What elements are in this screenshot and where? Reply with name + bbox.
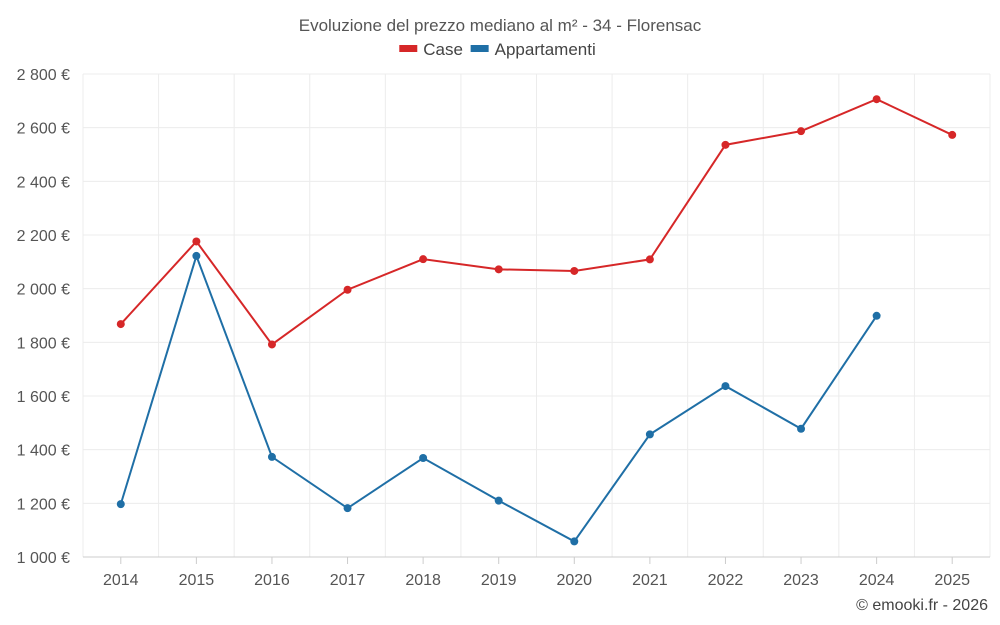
data-point[interactable]: [948, 130, 957, 139]
data-point[interactable]: [192, 237, 201, 246]
data-point[interactable]: [343, 285, 352, 294]
x-axis: 2014 2015 2016 2017 2018 2019 2020 2021 2022 2023…: [83, 556, 990, 589]
x-tick-label: 2022: [708, 572, 744, 589]
legend-item-case[interactable]: Case: [399, 40, 463, 59]
data-point[interactable]: [570, 537, 579, 546]
grid: [82, 73, 991, 558]
legend-swatch: [399, 45, 418, 52]
data-point[interactable]: [797, 424, 806, 433]
chart-title: Evoluzione del prezzo mediano al m² - 34…: [299, 16, 702, 35]
y-tick-label: 2 200 €: [17, 228, 70, 245]
y-tick-label: 1 600 €: [17, 389, 70, 406]
y-tick-label: 1 800 €: [17, 335, 70, 352]
y-tick-label: 1 200 €: [17, 496, 70, 513]
data-point[interactable]: [419, 453, 428, 462]
x-tick-label: 2021: [632, 572, 668, 589]
x-tick-label: 2020: [556, 572, 592, 589]
legend-label: Appartamenti: [495, 40, 596, 59]
x-tick-label: 2015: [179, 572, 215, 589]
data-point[interactable]: [721, 382, 730, 391]
data-point[interactable]: [797, 127, 806, 136]
y-tick-label: 1 400 €: [17, 443, 70, 460]
x-tick-label: 2017: [330, 572, 366, 589]
data-point[interactable]: [494, 265, 503, 274]
data-point[interactable]: [116, 500, 125, 509]
y-tick-label: 2 400 €: [17, 174, 70, 191]
x-tick-label: 2018: [405, 572, 441, 589]
x-tick-label: 2019: [481, 572, 517, 589]
data-point[interactable]: [192, 251, 201, 260]
data-point[interactable]: [645, 430, 654, 439]
x-tick-label: 2016: [254, 572, 290, 589]
x-tick-label: 2014: [103, 572, 139, 589]
data-point[interactable]: [570, 266, 579, 275]
data-point[interactable]: [116, 320, 125, 329]
legend-swatch: [470, 45, 489, 52]
y-axis: 1 000 € 1 200 € 1 400 € 1 600 € 1 800 € 2 000…: [17, 67, 70, 567]
data-point[interactable]: [267, 340, 276, 349]
data-point[interactable]: [645, 255, 654, 264]
data-point[interactable]: [721, 140, 730, 149]
series-line: [120, 98, 953, 346]
data-point[interactable]: [494, 496, 503, 505]
x-tick-label: 2023: [783, 572, 819, 589]
credit-text: © emooki.fr - 2026: [856, 597, 988, 614]
legend: Case Appartamenti: [399, 40, 596, 59]
data-point[interactable]: [343, 504, 352, 513]
x-tick-label: 2025: [934, 572, 970, 589]
data-point[interactable]: [872, 95, 881, 104]
y-tick-label: 1 000 €: [17, 550, 70, 567]
data-point[interactable]: [267, 452, 276, 461]
x-tick-label: 2024: [859, 572, 895, 589]
data-point[interactable]: [872, 311, 881, 320]
data-point[interactable]: [419, 255, 428, 264]
series-appartamenti: [116, 251, 881, 546]
series-case: [116, 95, 957, 349]
y-tick-label: 2 600 €: [17, 121, 70, 138]
series-layer: [116, 95, 957, 546]
y-tick-label: 2 800 €: [17, 67, 70, 84]
y-tick-label: 2 000 €: [17, 282, 70, 299]
legend-label: Case: [423, 40, 463, 59]
legend-item-appartamenti[interactable]: Appartamenti: [470, 40, 596, 59]
